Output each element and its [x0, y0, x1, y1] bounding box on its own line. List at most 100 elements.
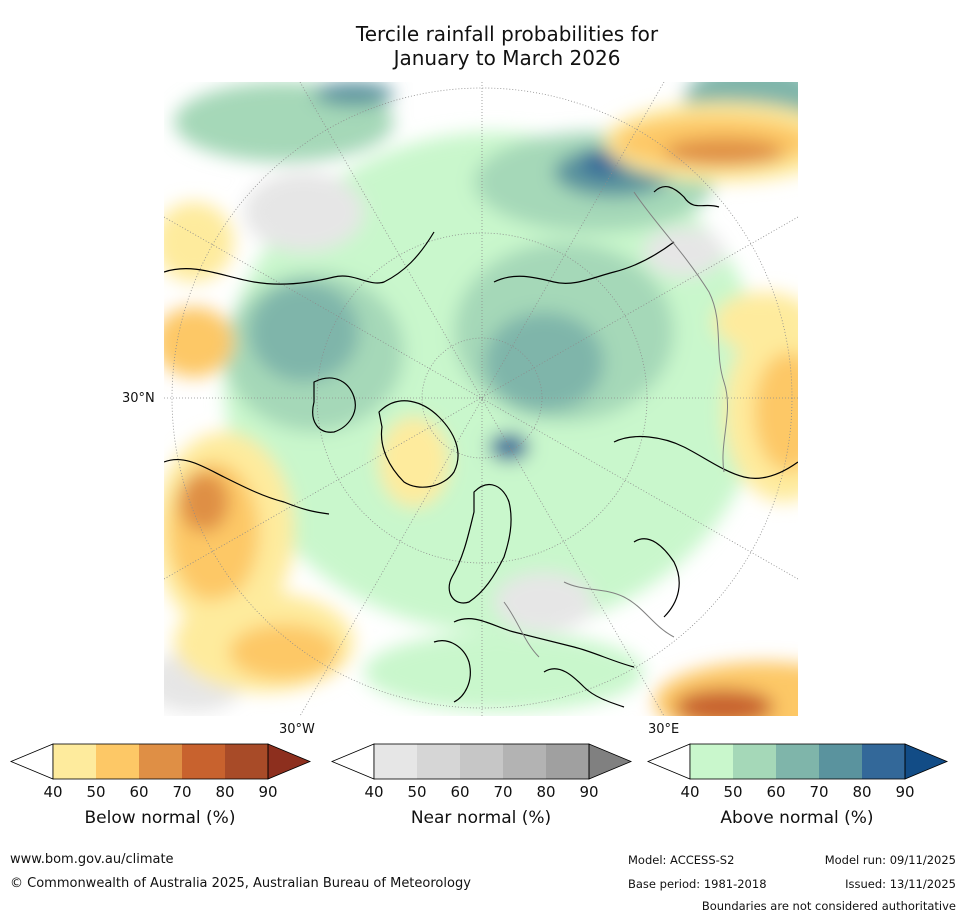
- longitude-label-30e: 30°E: [648, 722, 680, 737]
- colorbar-tick: 70: [809, 783, 829, 801]
- above-60-region: [249, 282, 359, 382]
- colorbar-below-swatch: [53, 744, 96, 779]
- footer-copyright: © Commonwealth of Australia 2025, Austra…: [10, 876, 471, 891]
- near-40-region: [644, 227, 724, 277]
- colorbar-tick: 80: [852, 783, 872, 801]
- probability-field: [164, 82, 798, 716]
- coastline-greenland: [378, 400, 459, 488]
- coastline-asia: [613, 436, 798, 479]
- map-title: Tercile rainfall probabilities for Janua…: [0, 22, 965, 70]
- colorbar-near-title: Near normal (%): [410, 808, 552, 828]
- colorbar-above-ticks: 40 50 60 70 80 90: [647, 783, 947, 801]
- colorbar-above-swatches: [646, 743, 949, 780]
- colorbar-near-swatch: [503, 744, 546, 779]
- coastline-mediterranean: [543, 668, 625, 708]
- colorbar-below-title: Below normal (%): [84, 808, 236, 828]
- below-60-region: [179, 472, 229, 532]
- above-60-region: [484, 312, 604, 412]
- map-title-line-2: January to March 2026: [393, 46, 621, 70]
- coastlines: [164, 185, 798, 708]
- near-40-region: [494, 572, 594, 632]
- colorbar-tick: 70: [172, 783, 192, 801]
- colorbar-tick: 50: [723, 783, 743, 801]
- coastline-hudson-bay: [164, 458, 330, 515]
- above-80-region: [489, 433, 529, 461]
- colorbar-tick: 40: [43, 783, 63, 801]
- below-40-region: [714, 292, 798, 352]
- coastline-scandinavia: [448, 484, 512, 604]
- colorbar-below-swatch: [225, 744, 268, 779]
- colorbar-tick: 40: [680, 783, 700, 801]
- graticule: [164, 82, 798, 716]
- coastline-kamchatka: [653, 185, 720, 208]
- coastline-siberia: [493, 241, 675, 284]
- coastline-baffin-island: [312, 377, 356, 433]
- below-50-region: [164, 307, 234, 377]
- colorbar-tick: 60: [129, 783, 149, 801]
- colorbar-above-swatch: [862, 744, 905, 779]
- footer-disclaimer: Boundaries are not considered authoritat…: [701, 899, 956, 913]
- colorbar-tick: 50: [407, 783, 427, 801]
- coastline-north-america-arctic: [164, 231, 435, 285]
- colorbar-near-swatch: [546, 744, 589, 779]
- colorbar-tick: 90: [579, 783, 599, 801]
- colorbar-tick: 80: [215, 783, 235, 801]
- map-title-line-1: Tercile rainfall probabilities for: [355, 22, 659, 46]
- below-60-region: [664, 138, 784, 166]
- colorbar-above-swatch: [690, 744, 733, 779]
- colorbar-tick: 90: [895, 783, 915, 801]
- meridian-line: [299, 82, 665, 716]
- longitude-label-30w: 30°W: [279, 722, 315, 737]
- coastline-europe: [453, 618, 635, 668]
- near-40-region: [244, 172, 364, 252]
- colorbar-above-normal: 40 50 60 70 80 90 Above normal (%): [646, 742, 949, 842]
- below-40-region: [164, 202, 234, 282]
- meridian-line: [299, 82, 665, 716]
- colorbar-below-ticks: 40 50 60 70 80 90: [10, 783, 310, 801]
- colorbar-tick: 50: [86, 783, 106, 801]
- colorbar-near-normal: 40 50 60 70 80 90 Near normal (%): [330, 742, 633, 842]
- political-borders: [503, 191, 728, 658]
- colorbar-tick: 60: [766, 783, 786, 801]
- colorbar-near-ticks: 40 50 60 70 80 90: [331, 783, 631, 801]
- polar-probability-map: [164, 82, 798, 716]
- colorbar-below-outline: [52, 743, 269, 780]
- border-line: [633, 191, 728, 473]
- below-70-region: [674, 689, 774, 716]
- colorbar-near-swatch: [374, 744, 417, 779]
- colorbar-below-swatch: [96, 744, 139, 779]
- footer-model-run: Model run: 09/11/2025: [824, 853, 956, 867]
- below-50-region: [754, 352, 798, 472]
- colorbar-tick: 40: [364, 783, 384, 801]
- colorbar-near-min-extension: [330, 743, 375, 780]
- below-40-region: [379, 417, 449, 507]
- colorbar-tick: 90: [258, 783, 278, 801]
- colorbar-above-max-extension: [904, 743, 949, 780]
- border-line: [563, 581, 675, 638]
- colorbar-tick: 70: [493, 783, 513, 801]
- colorbar-near-swatch: [460, 744, 503, 779]
- colorbar-above-swatch: [819, 744, 862, 779]
- latitude-label-30n: 30°N: [122, 391, 155, 406]
- coastline-iberia: [433, 640, 471, 703]
- above-40-region: [364, 632, 644, 712]
- colorbar-near-max-extension: [588, 743, 633, 780]
- coastline-caspian: [633, 538, 680, 618]
- colorbar-below-min-extension: [9, 743, 54, 780]
- below-50-region: [229, 624, 339, 680]
- footer-base-period: Base period: 1981-2018: [628, 877, 767, 891]
- footer-issued: Issued: 13/11/2025: [845, 877, 956, 891]
- footer-model: Model: ACCESS-S2: [628, 853, 735, 867]
- colorbar-tick: 60: [450, 783, 470, 801]
- colorbar-near-swatches: [330, 743, 633, 780]
- colorbar-tick: 80: [536, 783, 556, 801]
- colorbar-near-outline: [373, 743, 590, 780]
- colorbar-above-outline: [689, 743, 906, 780]
- footer-website: www.bom.gov.au/climate: [10, 852, 174, 867]
- colorbar-above-title: Above normal (%): [720, 808, 874, 828]
- above-70-region: [314, 82, 394, 106]
- colorbar-above-swatch: [733, 744, 776, 779]
- colorbar-above-min-extension: [646, 743, 691, 780]
- colorbar-below-max-extension: [267, 743, 312, 780]
- colorbar-above-swatch: [776, 744, 819, 779]
